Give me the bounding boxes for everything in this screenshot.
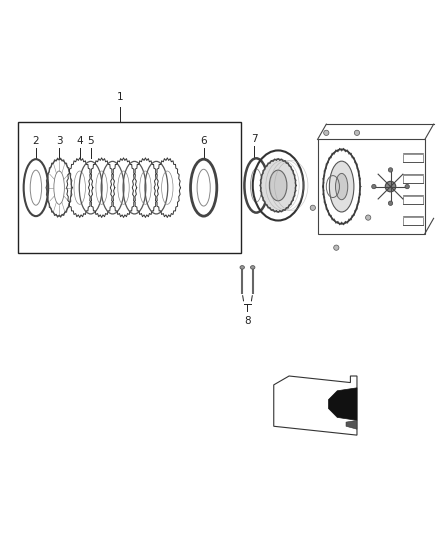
Text: 8: 8 xyxy=(244,316,251,326)
Ellipse shape xyxy=(389,201,393,205)
Ellipse shape xyxy=(336,173,348,200)
Ellipse shape xyxy=(329,161,354,212)
Text: 4: 4 xyxy=(76,136,83,146)
Polygon shape xyxy=(328,388,357,421)
Ellipse shape xyxy=(240,265,244,269)
Ellipse shape xyxy=(269,170,287,201)
Circle shape xyxy=(366,215,371,220)
Bar xyxy=(403,196,423,204)
Polygon shape xyxy=(346,421,357,429)
Text: 1: 1 xyxy=(117,92,124,102)
Ellipse shape xyxy=(372,184,376,189)
Bar xyxy=(18,122,241,253)
Text: 7: 7 xyxy=(251,134,258,144)
Circle shape xyxy=(334,245,339,251)
Circle shape xyxy=(354,130,360,135)
Bar xyxy=(318,140,425,233)
Text: 3: 3 xyxy=(56,136,63,146)
Bar xyxy=(403,175,423,183)
Circle shape xyxy=(324,130,329,135)
Text: 5: 5 xyxy=(87,136,94,146)
Ellipse shape xyxy=(405,184,410,189)
Ellipse shape xyxy=(251,265,255,269)
Bar xyxy=(403,217,423,225)
Circle shape xyxy=(310,205,315,211)
Ellipse shape xyxy=(389,168,393,172)
Ellipse shape xyxy=(385,181,396,192)
Text: 2: 2 xyxy=(32,136,39,146)
Bar xyxy=(403,154,423,162)
Text: 6: 6 xyxy=(200,136,207,146)
Ellipse shape xyxy=(261,159,296,212)
